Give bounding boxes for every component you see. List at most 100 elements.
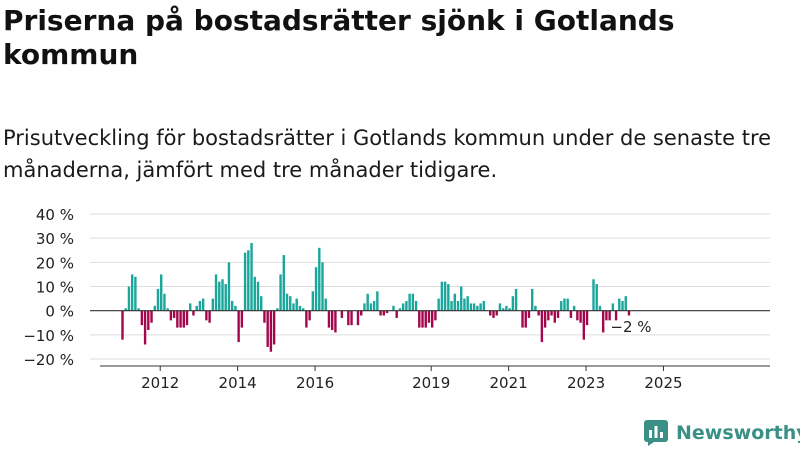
bar bbox=[534, 305, 537, 311]
bar bbox=[572, 305, 576, 311]
bar bbox=[501, 308, 505, 311]
bar bbox=[624, 296, 627, 311]
bar bbox=[330, 310, 334, 330]
bar bbox=[360, 310, 363, 316]
bar bbox=[463, 298, 466, 311]
y-tick-label: 40 % bbox=[36, 206, 74, 224]
bar bbox=[508, 308, 511, 311]
bar bbox=[418, 310, 421, 328]
bar bbox=[214, 274, 218, 311]
x-tick-label: 2012 bbox=[141, 374, 179, 392]
y-tick-label: −10 % bbox=[23, 327, 74, 345]
bar bbox=[314, 267, 318, 311]
bar bbox=[127, 286, 131, 311]
bar bbox=[585, 310, 589, 326]
x-tick-label: 2025 bbox=[644, 374, 682, 392]
bar bbox=[414, 301, 418, 311]
bar bbox=[621, 301, 624, 311]
bar bbox=[547, 310, 550, 321]
bar bbox=[272, 310, 276, 345]
bar bbox=[556, 310, 560, 318]
bar bbox=[176, 310, 179, 328]
bar bbox=[269, 310, 273, 352]
bar bbox=[224, 284, 227, 311]
bar bbox=[601, 310, 605, 333]
bar bbox=[208, 310, 211, 323]
bars bbox=[121, 243, 631, 352]
bar bbox=[385, 310, 389, 314]
y-tick-label: 10 % bbox=[36, 279, 74, 297]
bar bbox=[189, 303, 192, 311]
newsworthy-logo[interactable]: Newsworthy bbox=[644, 418, 800, 448]
bar bbox=[424, 310, 427, 328]
bar bbox=[243, 252, 247, 311]
bar bbox=[482, 301, 486, 311]
bar bbox=[253, 276, 256, 311]
bar bbox=[263, 310, 266, 323]
bar bbox=[427, 310, 431, 323]
bar bbox=[166, 308, 169, 311]
bar bbox=[292, 303, 295, 311]
bar bbox=[511, 296, 515, 311]
bar bbox=[308, 310, 311, 321]
bar bbox=[140, 310, 144, 326]
bar bbox=[172, 310, 176, 318]
bar bbox=[347, 310, 350, 326]
bar bbox=[279, 274, 282, 311]
bar bbox=[498, 303, 502, 311]
bar bbox=[576, 310, 579, 321]
bar bbox=[566, 298, 569, 311]
bar bbox=[195, 305, 198, 311]
bar bbox=[124, 308, 127, 311]
bar bbox=[185, 310, 189, 326]
bar bbox=[211, 298, 215, 311]
bar bbox=[260, 296, 263, 311]
bar bbox=[295, 298, 298, 311]
y-tick-label: 0 % bbox=[45, 303, 74, 321]
bar bbox=[221, 279, 224, 311]
bar bbox=[408, 293, 411, 311]
bar bbox=[611, 303, 615, 311]
chart-title: Priserna på bostadsrätter sjönk i Gotlan… bbox=[3, 4, 675, 71]
bar bbox=[327, 310, 331, 328]
bar bbox=[527, 310, 531, 318]
bar bbox=[514, 288, 518, 311]
bar bbox=[321, 262, 324, 311]
bar bbox=[147, 310, 150, 330]
bar bbox=[524, 310, 527, 328]
bar bbox=[398, 308, 402, 311]
bar bbox=[266, 310, 269, 347]
bar bbox=[218, 281, 221, 311]
bar bbox=[372, 301, 376, 311]
bar bbox=[382, 310, 386, 316]
y-axis-tick-labels: 40 % 30 % 20 % 10 % 0 % −10 % −20 % bbox=[23, 206, 74, 369]
bar bbox=[356, 310, 360, 326]
bar bbox=[169, 310, 173, 321]
last-value-label: −2 % bbox=[610, 318, 651, 336]
bar bbox=[379, 310, 382, 316]
bar bbox=[563, 298, 566, 311]
bar bbox=[411, 293, 415, 311]
bar-chart-icon bbox=[644, 420, 668, 446]
bar bbox=[376, 291, 379, 311]
bar bbox=[301, 308, 305, 311]
bar bbox=[505, 305, 508, 311]
bar bbox=[247, 250, 250, 311]
bar bbox=[198, 301, 202, 311]
bar bbox=[363, 303, 366, 311]
bar bbox=[431, 310, 434, 328]
bar bbox=[318, 247, 321, 311]
bar bbox=[443, 281, 447, 311]
bar bbox=[334, 310, 337, 333]
bar bbox=[608, 310, 611, 321]
bar bbox=[282, 255, 285, 311]
bar bbox=[492, 310, 495, 318]
bar bbox=[543, 310, 547, 328]
logo-text: Newsworthy bbox=[676, 422, 800, 444]
bar bbox=[595, 284, 598, 311]
bar bbox=[495, 310, 498, 316]
chart-subtitle: Prisutveckling för bostadsrätter i Gotla… bbox=[3, 126, 772, 182]
bar bbox=[369, 303, 373, 311]
bar bbox=[579, 310, 582, 323]
bar bbox=[437, 298, 440, 311]
